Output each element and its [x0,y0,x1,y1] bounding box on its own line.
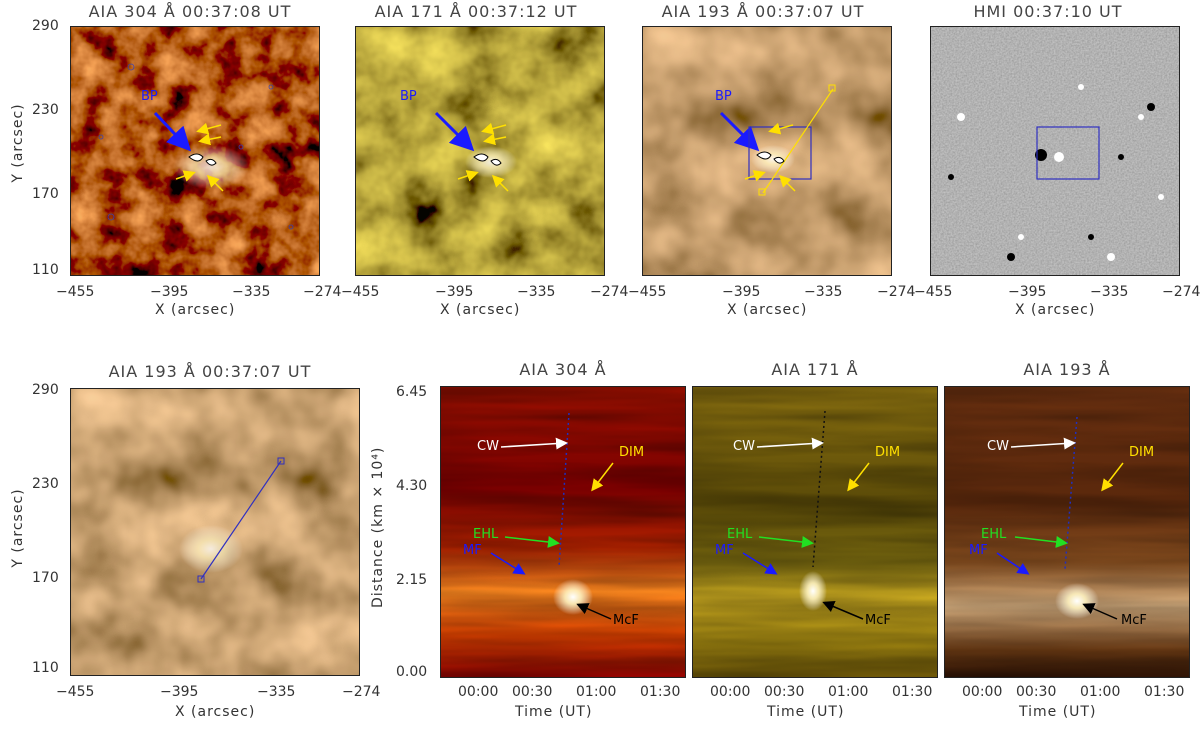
label-ehl: EHL [473,527,499,542]
ts-title-304: AIA 304 Å [519,360,607,379]
xtick: −274 [877,284,916,300]
xtick: −395 [1008,284,1047,300]
xtick: 00:00 [962,684,1003,700]
label-bp: BP [141,89,158,104]
label-bp: BP [400,89,417,104]
xtick: −274 [1162,284,1200,300]
panel-title-171: AIA 171 Å 00:37:12 UT [374,2,578,21]
xlabel: Time (UT) [515,704,593,720]
panel-title-304: AIA 304 Å 00:37:08 UT [88,2,292,21]
xtick: 01:30 [1144,684,1185,700]
xtick: −274 [342,684,381,700]
xtick: 00:00 [710,684,751,700]
image-panel-zoom193 [70,388,360,676]
xtick: 01:00 [828,684,869,700]
panel-title-hmi: HMI 00:37:10 UT [973,2,1123,21]
label-dim: DIM [1129,445,1155,460]
label-cw: CW [477,439,499,454]
ytick: 110 [32,262,59,278]
ts-title-193: AIA 193 Å [1023,360,1111,379]
label-dim: DIM [619,445,645,460]
xtick: 00:30 [512,684,553,700]
ytick: 170 [32,570,59,586]
timeslice-aia193: CW DIM EHL MF McF [944,386,1190,678]
xtick: −335 [232,284,271,300]
ylabel: Y (arcsec) [10,488,26,568]
xlabel: X (arcsec) [727,302,808,318]
ytick: 290 [32,18,59,34]
ytick: 6.45 [396,384,428,400]
xlabel: Time (UT) [767,704,845,720]
xtick: 00:30 [1016,684,1057,700]
xtick: 00:30 [764,684,805,700]
xtick: −455 [341,284,380,300]
label-ehl: EHL [727,527,753,542]
label-mf: MF [463,543,482,558]
ylabel-distance: Distance (km × 10⁴) [370,446,386,608]
label-mcf: McF [613,613,639,628]
label-mf: MF [969,543,988,558]
xlabel: X (arcsec) [440,302,521,318]
xlabel: X (arcsec) [175,704,256,720]
ytick: 110 [32,660,59,676]
xtick: −274 [303,284,342,300]
image-panel-hmi [930,26,1180,276]
ylabel: Y (arcsec) [10,103,26,183]
zoom-panel-title: AIA 193 Å 00:37:07 UT [108,362,312,381]
image-panel-aia304: BP [70,26,320,276]
label-mf: MF [715,543,734,558]
bp-arrow [153,111,192,152]
xtick: −335 [1090,284,1129,300]
ytick: 4.30 [396,478,428,494]
xtick: −335 [804,284,843,300]
label-ehl: EHL [981,527,1007,542]
xtick: −395 [160,684,199,700]
xtick: −455 [628,284,667,300]
ts-title-171: AIA 171 Å [771,360,859,379]
xtick: −335 [257,684,296,700]
label-dim: DIM [875,445,901,460]
label-mcf: McF [865,613,891,628]
xlabel: X (arcsec) [1015,302,1096,318]
xtick: 00:00 [458,684,499,700]
xtick: −335 [517,284,556,300]
label-mcf: McF [1121,613,1147,628]
ytick: 230 [32,102,59,118]
timeslice-aia171: CW DIM EHL MF McF [692,386,938,678]
ytick: 0.00 [396,664,428,680]
image-panel-aia193: BP [642,26,892,276]
xtick: −395 [150,284,189,300]
xtick: 01:30 [640,684,681,700]
ytick: 170 [32,186,59,202]
label-bp: BP [715,89,732,104]
label-cw: CW [987,439,1009,454]
xtick: −395 [722,284,761,300]
ytick: 230 [32,476,59,492]
label-cw: CW [733,439,755,454]
xtick: −455 [56,284,95,300]
image-panel-aia171: BP [355,26,605,276]
xlabel: Time (UT) [1019,704,1097,720]
xtick: −455 [56,684,95,700]
xlabel: X (arcsec) [155,302,236,318]
panel-title-193: AIA 193 Å 00:37:07 UT [661,2,865,21]
xtick: −395 [435,284,474,300]
xtick: 01:00 [1080,684,1121,700]
xtick: −274 [590,284,629,300]
ytick: 290 [32,382,59,398]
ytick: 2.15 [396,572,428,588]
timeslice-aia304: CW DIM EHL MF McF [440,386,686,678]
xtick: −455 [914,284,953,300]
xtick: 01:00 [576,684,617,700]
xtick: 01:30 [892,684,933,700]
